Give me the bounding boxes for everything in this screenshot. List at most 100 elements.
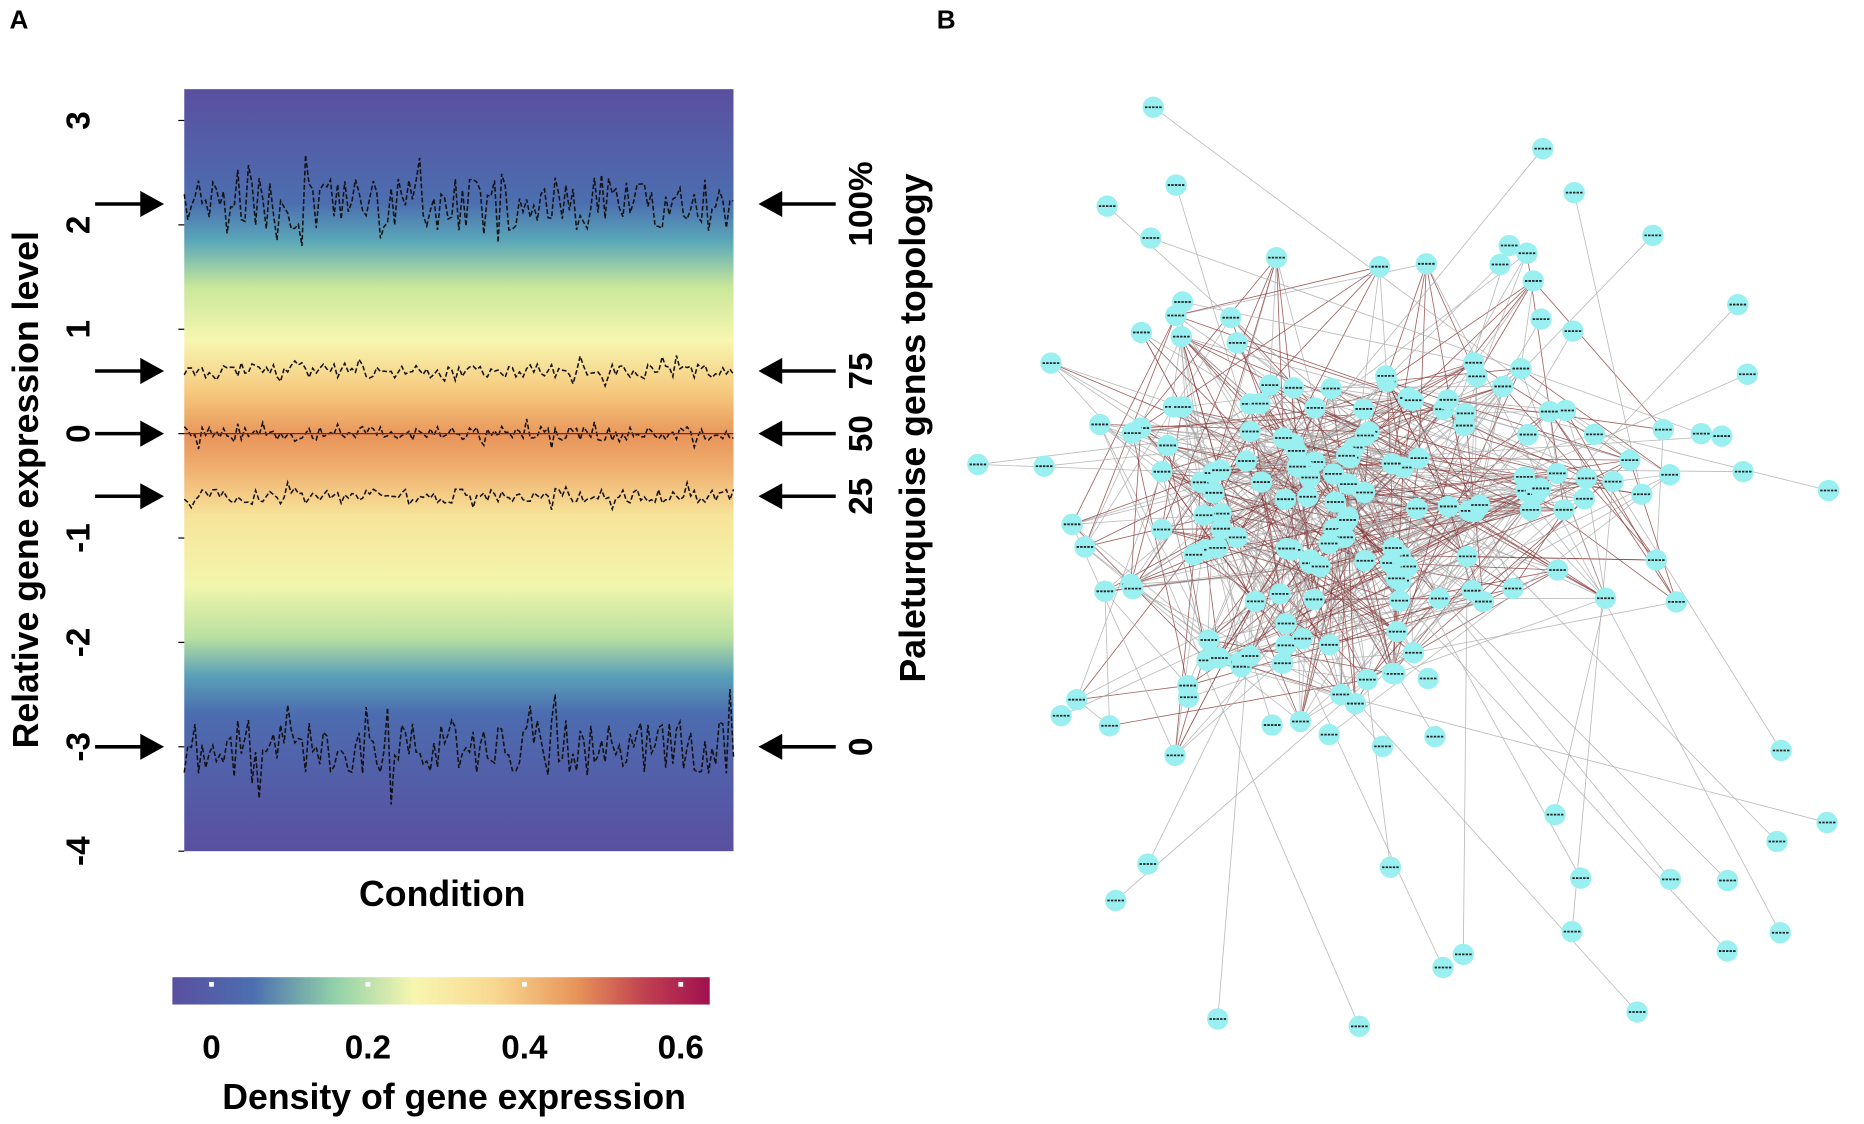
edge [1468, 376, 1478, 511]
edge [1319, 566, 1368, 680]
y2-tick-label: 0 [843, 738, 880, 757]
density-heatmap [184, 89, 734, 852]
edge [1230, 317, 1370, 433]
edge [1106, 205, 1232, 318]
edge [1333, 473, 1525, 478]
edge [1130, 548, 1287, 585]
arrow-head [140, 483, 165, 510]
edge [1220, 513, 1345, 538]
edge [1400, 555, 1657, 561]
edge [1050, 362, 1214, 474]
edge [1239, 537, 1345, 663]
edge [1147, 655, 1251, 865]
edge [1390, 477, 1587, 564]
percentile-line [183, 479, 735, 512]
figure-body: A B Condition Relative gene expression l… [6, 4, 1840, 1117]
edge [1292, 443, 1301, 722]
edge [1355, 631, 1398, 704]
edge [1385, 375, 1606, 599]
edge [1060, 599, 1315, 717]
arrow-head [140, 733, 165, 760]
edge [1099, 424, 1360, 1027]
edge [1246, 460, 1408, 567]
panel-label: B [937, 4, 956, 34]
edge [1476, 280, 1534, 377]
edge [1208, 623, 1287, 641]
y-axis-label: Relative gene expression level [6, 231, 46, 748]
edge [1612, 481, 1782, 751]
edge [1347, 368, 1522, 518]
edge [1571, 481, 1614, 932]
colorbar-tick-label: 0.4 [501, 1030, 548, 1067]
edge [1394, 597, 1606, 675]
edge [1319, 488, 1541, 567]
y2-tick-label: 50 [843, 415, 880, 452]
edge [1300, 598, 1440, 722]
edge [1364, 386, 1504, 561]
network [967, 96, 1840, 1038]
edge [1412, 400, 1449, 507]
y-tick-label: -2 [61, 628, 98, 658]
edge [1386, 381, 1449, 507]
edge [1355, 304, 1739, 704]
edge [1447, 280, 1534, 401]
edge [1549, 411, 1657, 561]
edge [977, 464, 1214, 474]
arrow-head [758, 357, 783, 385]
percentile-lines [183, 154, 735, 805]
edge [1161, 471, 1208, 661]
colorbar [172, 977, 710, 1005]
edge [1364, 492, 1449, 507]
edge [1366, 493, 1537, 680]
edge [1076, 593, 1281, 701]
edge [1364, 492, 1514, 589]
edge [1217, 434, 1595, 549]
edge [1161, 403, 1251, 473]
edge [1150, 237, 1702, 435]
percentile-line [183, 154, 734, 247]
edge [1396, 330, 1574, 632]
edge [1335, 459, 1630, 503]
edge [1249, 403, 1303, 639]
edge [1347, 476, 1525, 521]
edge [1297, 466, 1468, 557]
arrow-head [758, 420, 783, 447]
y-tick-label: 1 [61, 320, 98, 339]
edge [1655, 429, 1664, 561]
edge [1365, 435, 1531, 511]
edge [1219, 556, 1468, 659]
edge [1313, 488, 1541, 600]
edge [1174, 482, 1202, 756]
edge [1302, 600, 1400, 640]
edge [1425, 263, 1470, 511]
edge [1468, 510, 1606, 599]
y2-tick-label: 75 [843, 352, 880, 389]
y-tick-label: 2 [61, 216, 98, 235]
edge [1071, 315, 1177, 525]
edge [1413, 459, 1631, 654]
y-tick-label: -3 [61, 732, 98, 762]
edge [1180, 336, 1238, 538]
edge [1249, 501, 1336, 657]
edge [1346, 520, 1391, 868]
edge [1386, 280, 1534, 382]
y-tick-label: -1 [61, 523, 98, 553]
edge [1084, 546, 1220, 659]
edge [1104, 591, 1189, 686]
edge [1379, 266, 1393, 464]
edge [1328, 474, 1670, 735]
edge [1329, 537, 1345, 645]
edge [1413, 493, 1537, 653]
edge [1407, 490, 1527, 567]
edge [1208, 506, 1449, 641]
edge [1044, 431, 1370, 467]
colorbar-tick [209, 981, 214, 987]
edge [1573, 192, 1643, 495]
edge [1180, 336, 1195, 555]
edge [1161, 257, 1277, 530]
edge [1217, 547, 1273, 726]
edge [1418, 457, 1630, 461]
edge [1335, 501, 1558, 571]
edge [1131, 432, 1189, 686]
